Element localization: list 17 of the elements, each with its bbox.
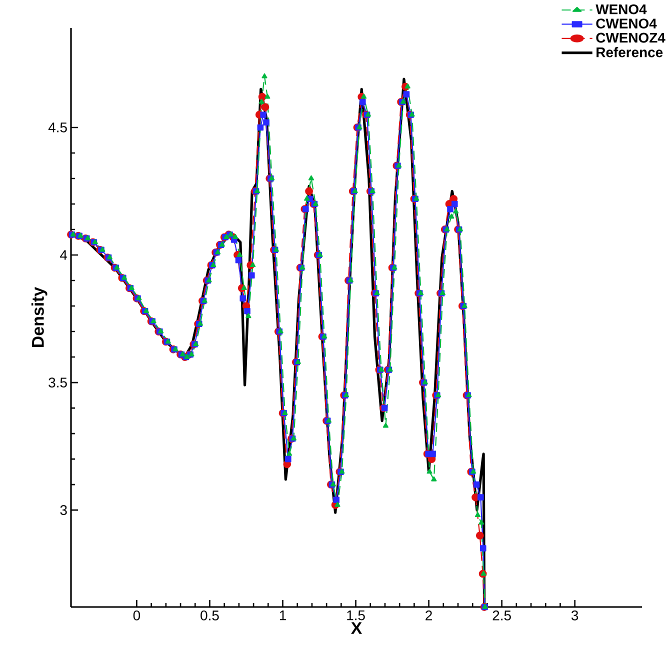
y-tick-label: 4 (60, 250, 68, 260)
x-tick-label: 1 (280, 610, 286, 620)
x-tick-label: 3 (571, 610, 578, 620)
x-tick-label: 1.5 (347, 610, 365, 620)
y-tick-label: 3 (60, 505, 67, 516)
legend-label: CWENOZ4 (596, 32, 666, 43)
x-tick-label: 2 (426, 610, 432, 620)
y-axis-title: Density (31, 287, 48, 347)
y-tick-label: 3.5 (48, 378, 67, 388)
legend-label: WENO4 (596, 4, 647, 14)
x-axis-title: X (351, 622, 362, 634)
legend-label: CWENO4 (596, 18, 657, 28)
x-tick-label: 2.5 (492, 610, 511, 620)
x-tick-label: 0 (133, 610, 140, 620)
y-tick-label: 4.5 (48, 122, 67, 132)
legend-label: Reference (596, 47, 663, 58)
x-tick-label: 0.5 (200, 610, 219, 620)
